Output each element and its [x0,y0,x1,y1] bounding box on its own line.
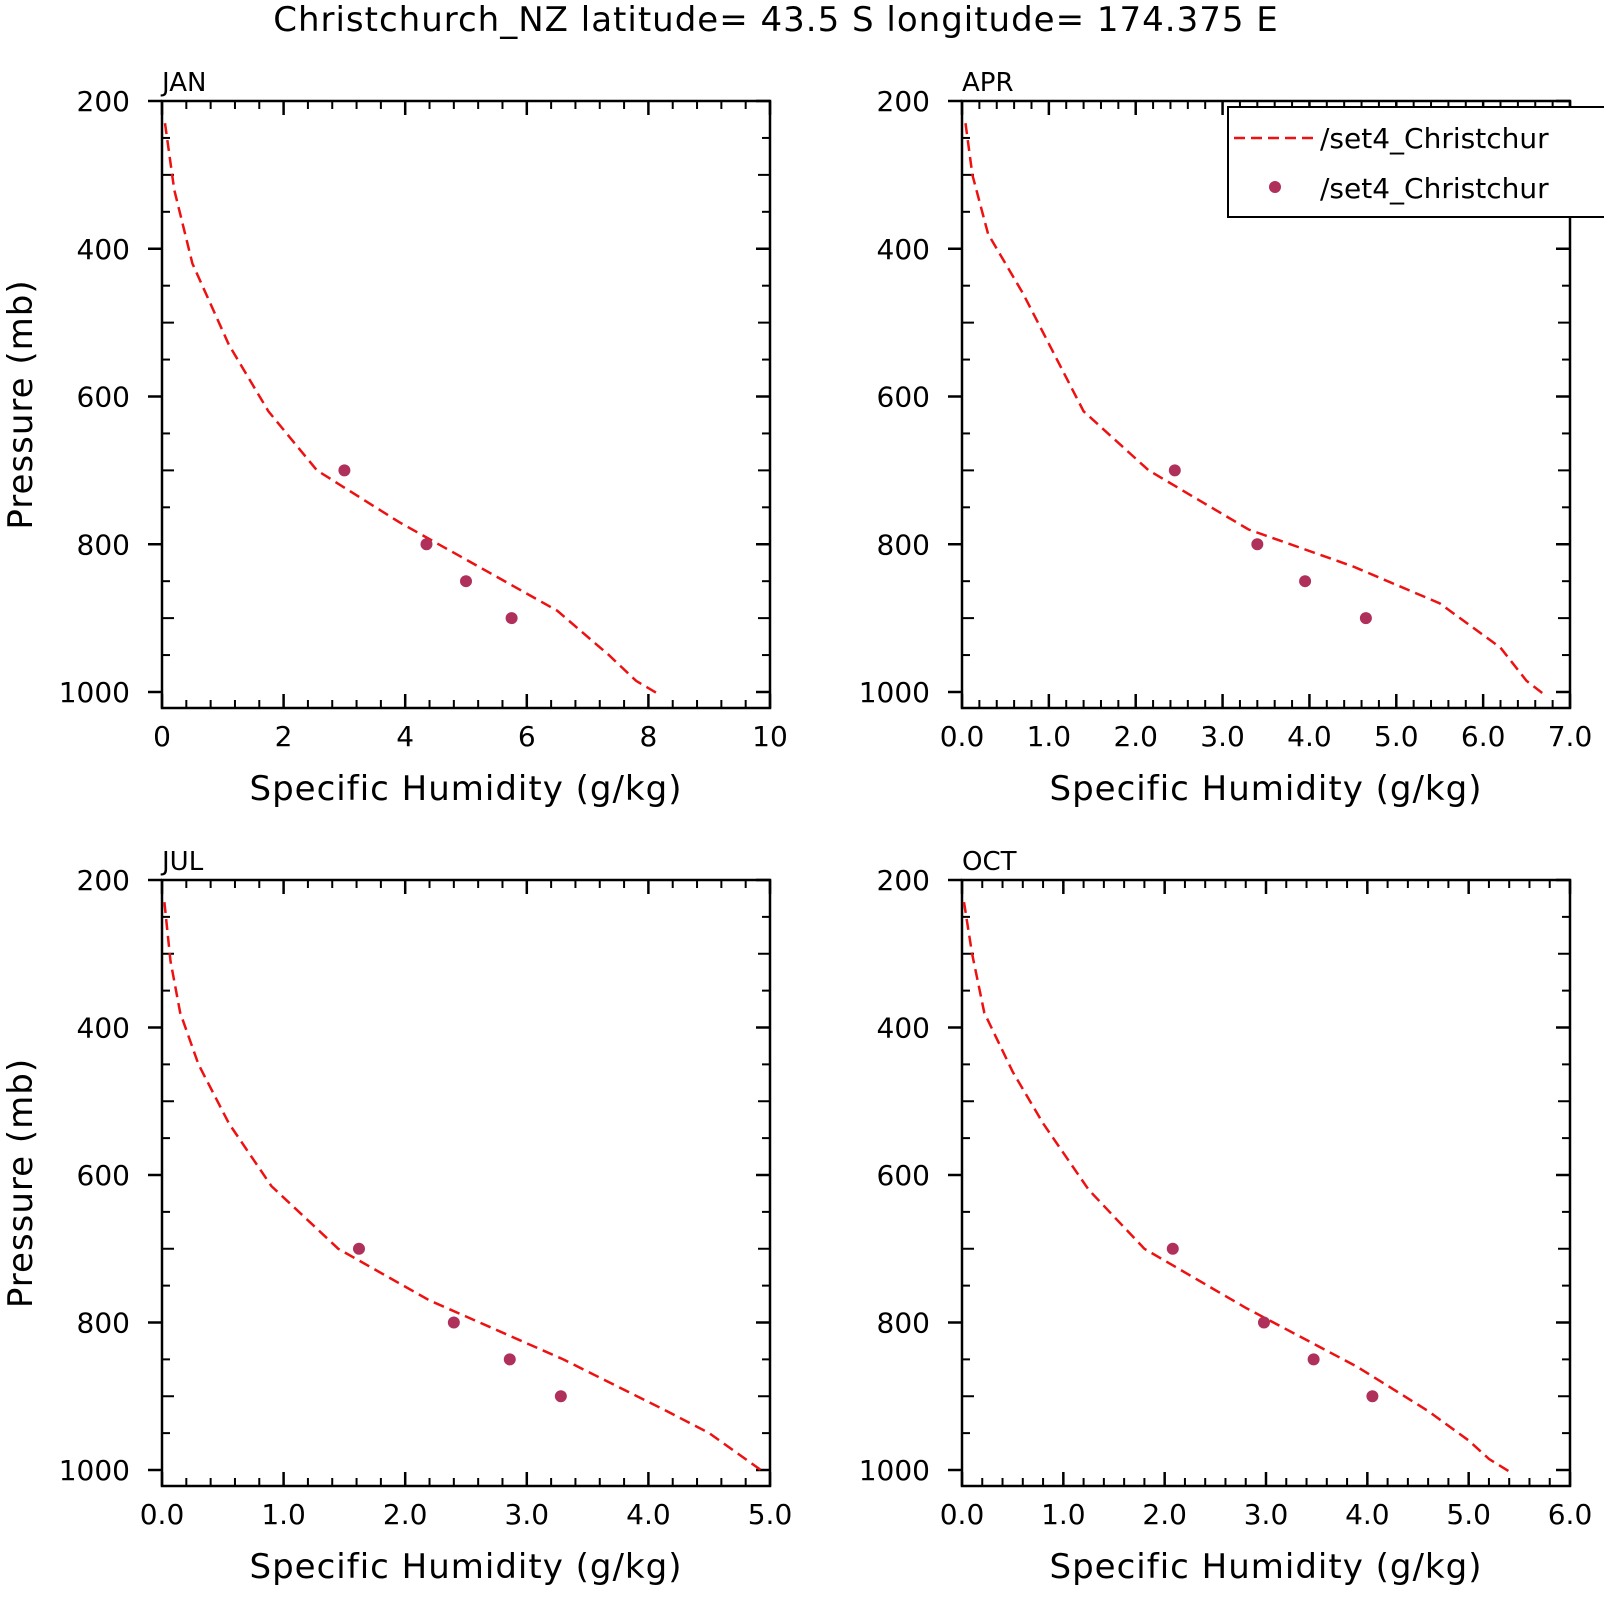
y-tick-label: 800 [77,1307,130,1340]
x-tick-label: 2.0 [1142,1498,1187,1531]
y-tick-label: 200 [77,85,130,118]
y-tick-label: 600 [77,381,130,414]
obs-point [1366,1390,1379,1403]
y-axis-label: Pressure (mb) [1,279,41,529]
panel-oct: OCT 0.0 1.0 2.0 3.0 4.0 5.0 6.0 200 400 600 800 1000… [859,847,1593,1587]
x-tick-label: 6.0 [1461,720,1506,753]
panel-apr: APR 0.0 1.0 2.0 3.0 4.0 5.0 6.0 7.0 200 400 600 800 1… [859,68,1593,809]
y-tick-label: 200 [877,864,930,897]
y-tick-label: 200 [77,864,130,897]
x-tick-label: 6 [518,720,536,753]
x-tick-label: 3.0 [1244,1498,1289,1531]
y-tick-label: 400 [877,233,930,266]
y-tick-label: 600 [877,1159,930,1192]
plot-frame [160,878,772,1488]
figure-title: Christchurch_NZ latitude= 43.5 S longitu… [273,0,1279,40]
model-profile-line [163,123,659,695]
y-axis-label: Pressure (mb) [1,1058,41,1308]
x-tick-label: 1.0 [1027,720,1072,753]
obs-point [1251,538,1264,551]
x-tick-label: 1.0 [1041,1498,1086,1531]
model-profile-line [962,901,1510,1473]
obs-point [503,1353,516,1366]
x-tick-label: 4.0 [1287,720,1332,753]
obs-point [1307,1353,1320,1366]
panel-label: JAN [160,68,206,98]
obs-point [505,612,518,625]
obs-point [1299,575,1312,588]
x-tick-label: 0 [153,720,171,753]
obs-point [338,464,351,477]
y-tick-label: 400 [77,233,130,266]
panel-jul: JUL 0.0 1.0 2.0 3.0 4.0 5.0 200 400 600 800 1000 Spe… [1,847,792,1587]
x-tick-label: 10 [752,720,788,753]
x-tick-label: 0.0 [940,720,985,753]
x-axis-label: Specific Humidity (g/kg) [1050,769,1483,809]
panel-label: APR [962,68,1014,98]
x-axis-label: Specific Humidity (g/kg) [1050,1547,1483,1587]
x-tick-label: 4 [396,720,414,753]
x-tick-label: 8 [639,720,657,753]
panels: JAN 0 2 4 6 8 10 200 400 600 800 1000 Specific Humid… [1,68,1592,1587]
x-tick-label: 6.0 [1548,1498,1593,1531]
panel-label: OCT [962,847,1017,877]
x-tick-label: 4.0 [626,1498,671,1531]
legend-label: /set4_Christchur [1320,172,1549,205]
y-tick-label: 400 [877,1012,930,1045]
legend-label: /set4_Christchur [1320,122,1549,155]
legend-marker-swatch [1269,181,1281,193]
obs-point [460,575,472,588]
obs-point [420,538,433,551]
plot-frame [960,99,1572,710]
panel-label: JUL [160,847,204,877]
obs-point [554,1390,567,1403]
model-profile-line [964,123,1547,697]
x-tick-label: 7.0 [1548,720,1593,753]
legend-box [1227,106,1604,218]
x-tick-label: 0.0 [940,1498,985,1531]
y-tick-label: 400 [77,1012,130,1045]
obs-point [1257,1316,1270,1329]
obs-point [1359,612,1372,625]
y-tick-label: 1000 [59,1454,130,1487]
x-tick-label: 2.0 [383,1498,428,1531]
obs-point [352,1242,365,1255]
y-tick-label: 200 [877,85,930,118]
y-tick-label: 600 [77,1159,130,1192]
x-axis-label: Specific Humidity (g/kg) [250,1547,683,1587]
y-tick-label: 800 [77,528,130,561]
x-tick-label: 3.0 [505,1498,550,1531]
y-tick-label: 800 [877,528,930,561]
x-tick-label: 2.0 [1113,720,1158,753]
y-tick-label: 1000 [859,676,930,709]
x-tick-label: 2 [275,720,293,753]
model-profile-line [163,901,765,1474]
x-tick-label: 0.0 [140,1498,185,1531]
panel-jan: JAN 0 2 4 6 8 10 200 400 600 800 1000 Specific Humid… [1,68,788,809]
x-tick-label: 4.0 [1345,1498,1390,1531]
x-tick-label: 1.0 [261,1498,306,1531]
x-tick-label: 3.0 [1200,720,1245,753]
x-tick-label: 5.0 [1446,1498,1491,1531]
obs-point [1168,464,1181,477]
y-tick-label: 1000 [59,676,130,709]
plot-frame [160,99,772,710]
y-tick-label: 800 [877,1307,930,1340]
x-tick-label: 5.0 [748,1498,793,1531]
y-tick-label: 600 [877,381,930,414]
x-tick-label: 5.0 [1374,720,1419,753]
obs-point [1166,1242,1179,1255]
x-axis-label: Specific Humidity (g/kg) [250,769,683,809]
y-tick-label: 1000 [859,1454,930,1487]
plot-frame [960,878,1572,1488]
legend: /set4_Christchur/set4_Christchur [1227,106,1604,218]
obs-point [447,1316,460,1329]
